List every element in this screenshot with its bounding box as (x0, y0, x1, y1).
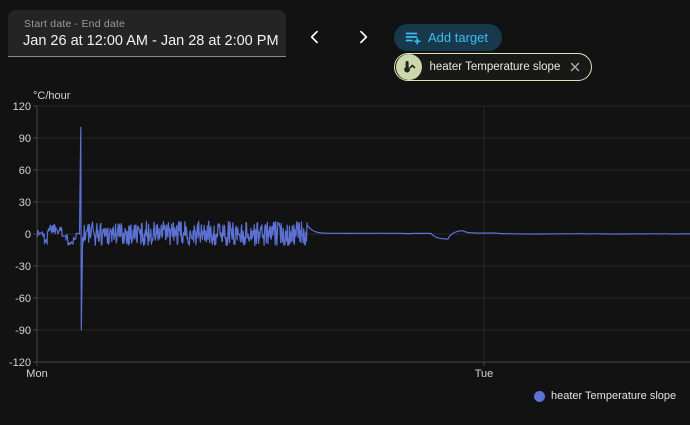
y-tick-label: 120 (13, 101, 31, 113)
x-tick-label: Tue (475, 368, 494, 380)
y-axis-unit-label: °C/hour (33, 90, 71, 102)
x-tick-label: Mon (26, 368, 47, 380)
add-target-button[interactable]: Add target (394, 24, 502, 51)
previous-period-button[interactable] (303, 26, 327, 50)
y-tick-label: 60 (19, 165, 31, 177)
series-color-dot (534, 390, 545, 402)
next-period-button[interactable] (351, 26, 375, 50)
y-tick-label: 0 (25, 229, 31, 241)
legend-item[interactable]: heater Temperature slope (534, 390, 676, 402)
playlist-plus-icon (405, 30, 421, 46)
date-range-label: Start date - End date (24, 18, 126, 30)
series-line (36, 126, 690, 331)
y-tick-label: -90 (15, 325, 31, 337)
target-chip-label: heater Temperature slope (429, 61, 561, 73)
temperature-slope-icon (395, 54, 422, 80)
y-tick-label: 90 (19, 133, 31, 145)
target-chip[interactable]: heater Temperature slope (394, 53, 593, 81)
y-tick-label: -60 (15, 293, 31, 305)
chevron-right-icon (353, 27, 373, 50)
add-target-label: Add target (428, 30, 488, 45)
y-tick-label: -120 (9, 357, 31, 369)
legend-label: heater Temperature slope (551, 390, 677, 402)
chevron-left-icon (305, 27, 325, 50)
y-tick-label: 30 (19, 197, 31, 209)
remove-target-button[interactable] (567, 59, 583, 75)
date-range-value: Jan 26 at 12:00 AM - Jan 28 at 2:00 PM (23, 33, 279, 49)
y-tick-label: -30 (15, 261, 31, 273)
close-icon (569, 61, 581, 73)
date-range-field[interactable]: Start date - End date Jan 26 at 12:00 AM… (8, 10, 286, 57)
